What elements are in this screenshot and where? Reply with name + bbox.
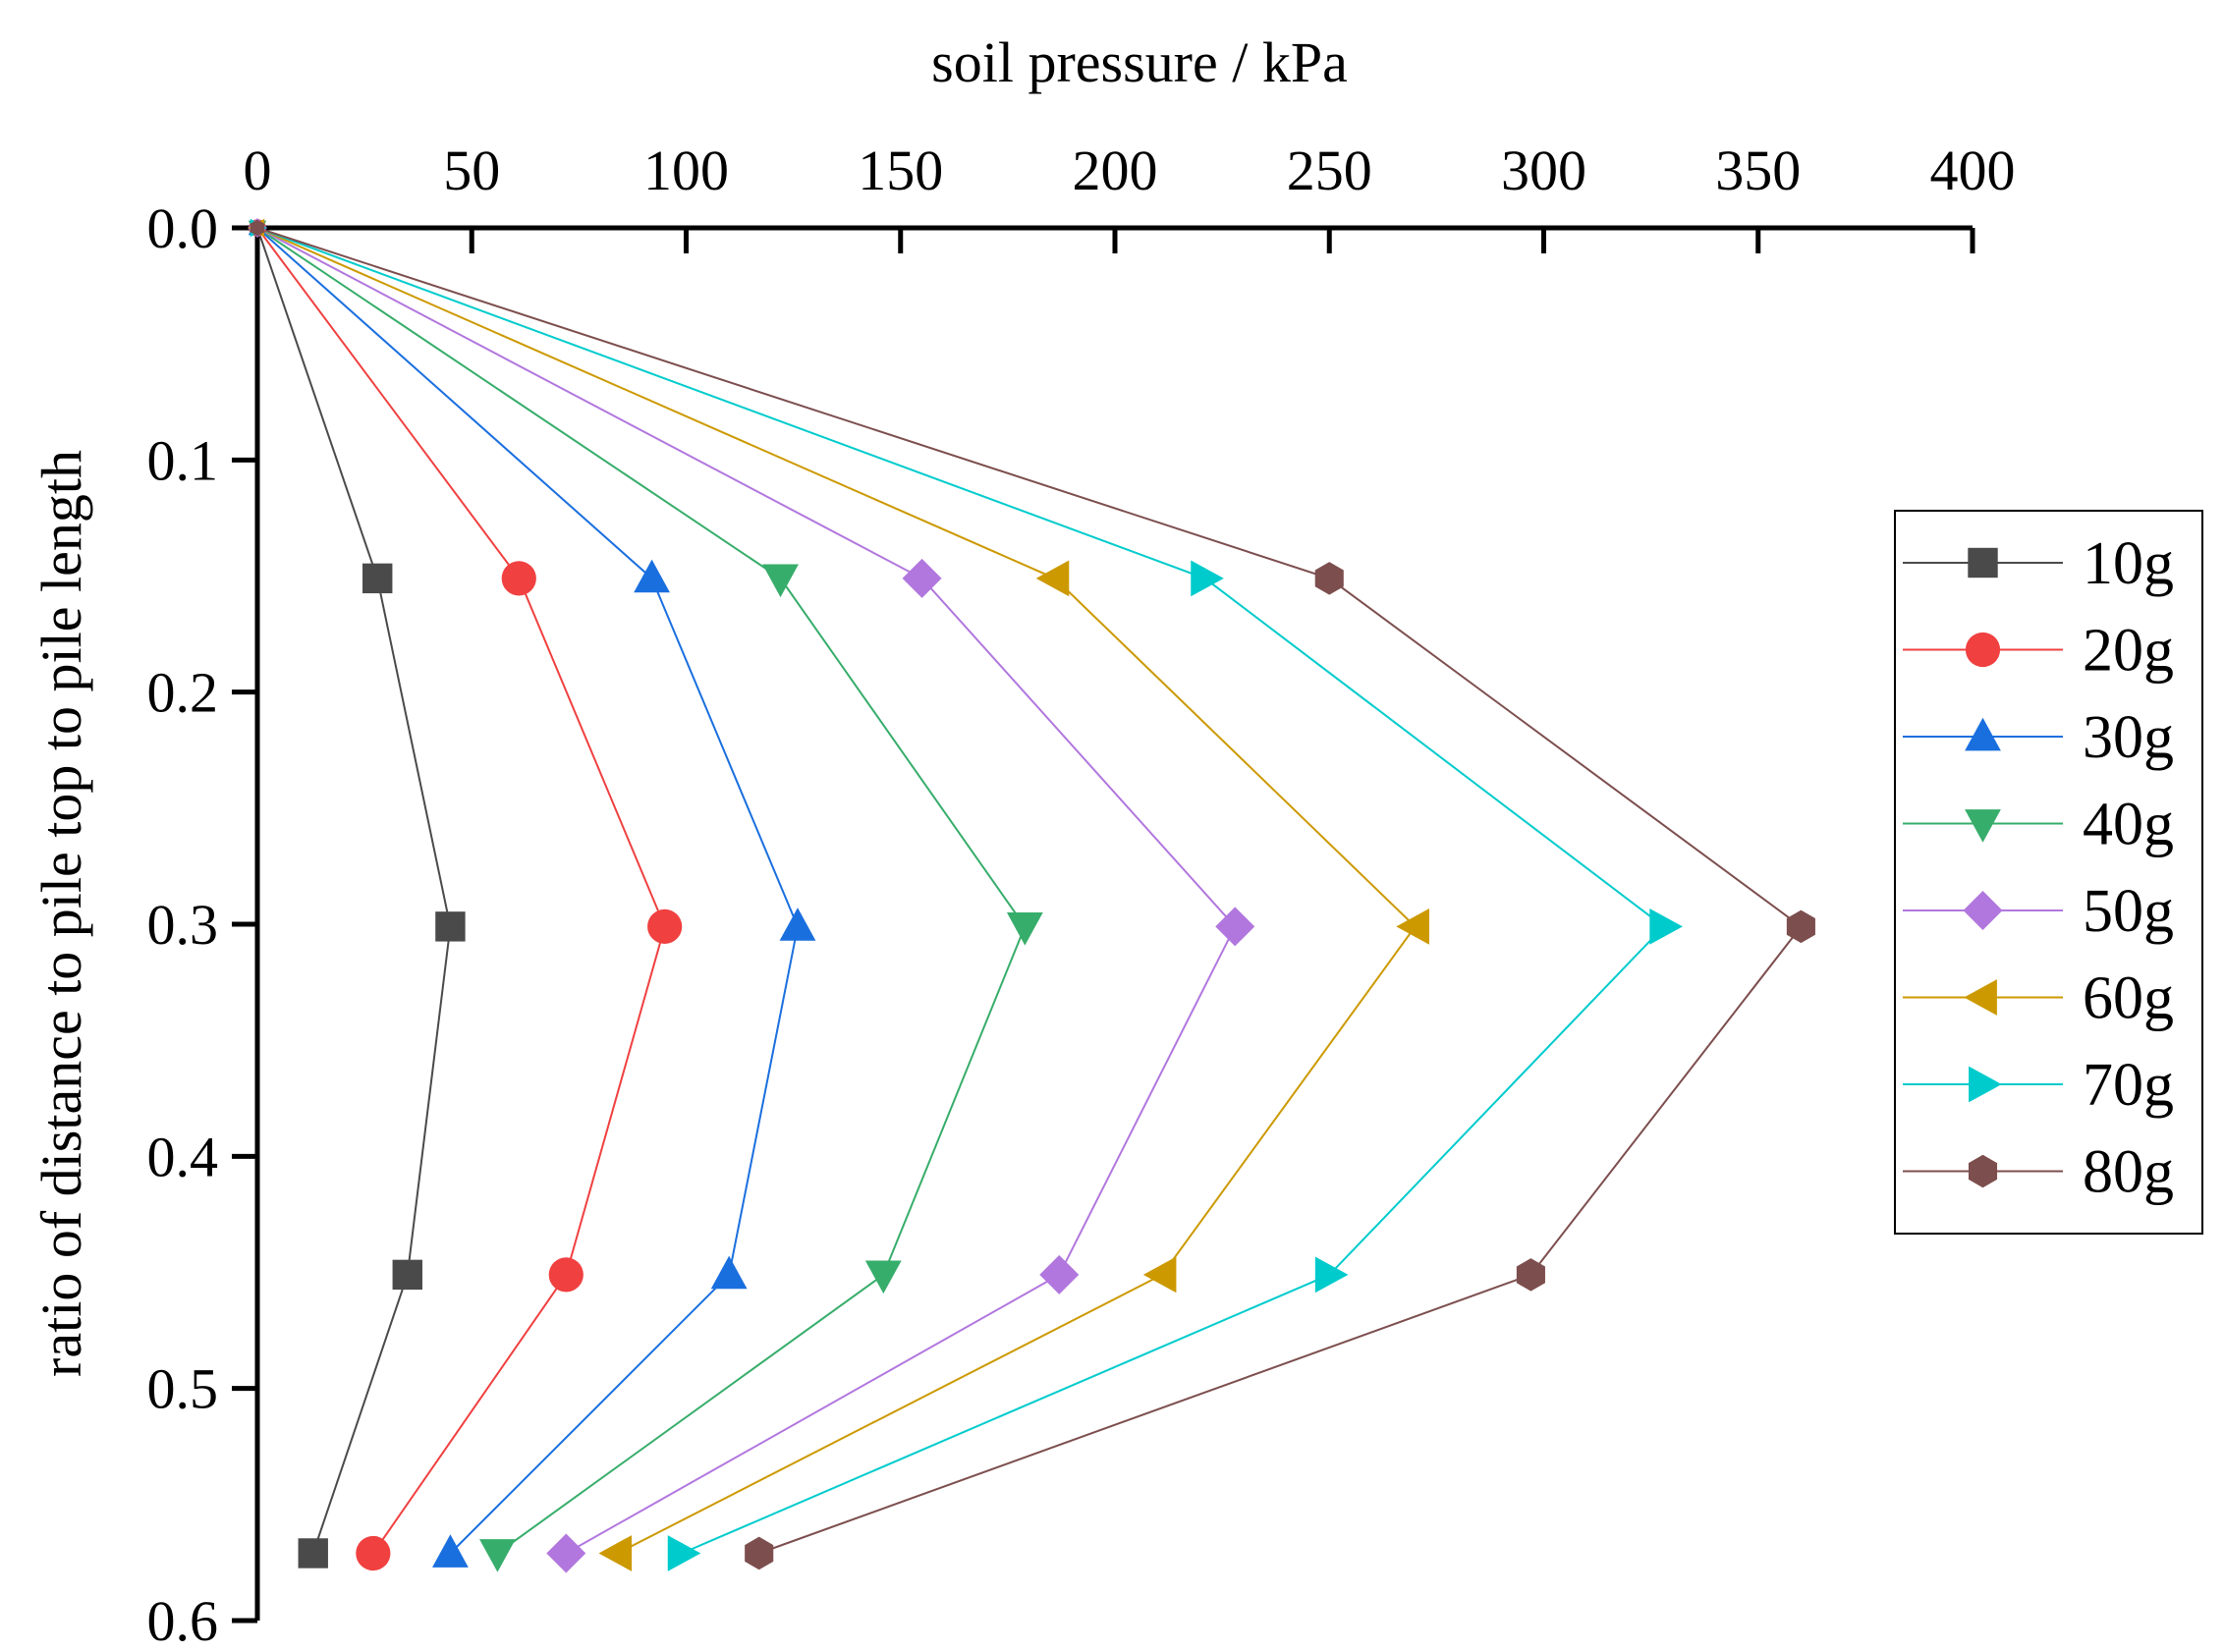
series-line-20g: [256, 227, 666, 1555]
y-tick-label: 0.3: [147, 893, 219, 957]
legend-marker-40g: [1965, 809, 2001, 843]
data-point-80g: [250, 219, 265, 237]
series-line-70g: [256, 227, 1666, 1555]
data-point-30g: [432, 1534, 469, 1568]
data-point-60g: [598, 1535, 633, 1571]
legend-marker-30g: [1965, 717, 2001, 751]
y-tick-label: 0.5: [147, 1357, 219, 1421]
y-tick-label: 0.2: [147, 661, 219, 725]
data-point-10g: [392, 1259, 422, 1291]
legend-marker-70g: [1969, 1066, 2002, 1103]
data-point-70g: [1649, 908, 1683, 945]
data-point-10g: [435, 911, 466, 942]
data-point-80g: [1516, 1258, 1545, 1292]
x-axis-title: soil pressure / kPa: [931, 30, 1348, 94]
x-tick-label: 50: [443, 138, 500, 202]
y-tick-label: 0.4: [147, 1125, 219, 1188]
legend-label: 30g: [2083, 704, 2174, 771]
legend-label: 50g: [2083, 878, 2174, 945]
x-tick-label: 150: [858, 138, 943, 202]
x-tick-label: 300: [1501, 138, 1586, 202]
data-point-10g: [362, 563, 393, 594]
legend-marker-60g: [1964, 979, 1997, 1016]
data-point-70g: [1314, 1256, 1349, 1294]
data-point-30g: [710, 1255, 748, 1290]
series-line-80g: [256, 227, 1803, 1555]
legend-box: [1894, 510, 2203, 1235]
series-markers: [248, 218, 1815, 1573]
data-point-70g: [1191, 560, 1224, 597]
data-point-20g: [356, 1535, 391, 1571]
x-tick-label: 100: [643, 138, 729, 202]
data-point-40g: [762, 564, 799, 598]
data-point-70g: [667, 1535, 701, 1571]
x-tick-label: 0: [244, 138, 272, 202]
data-point-50g: [546, 1533, 586, 1573]
legend-label: 20g: [2083, 618, 2174, 685]
data-point-80g: [745, 1536, 774, 1570]
series-line-30g: [256, 227, 800, 1555]
y-tick-label: 0.0: [147, 196, 219, 260]
x-tick-label: 350: [1715, 138, 1801, 202]
legend: 10g 20g 30g 40g 50g 60g 70g 80g: [1894, 510, 2203, 1235]
data-point-20g: [647, 909, 683, 944]
data-point-40g: [864, 1260, 902, 1294]
legend-label: 10g: [2083, 530, 2174, 597]
data-point-50g: [1039, 1254, 1080, 1294]
series-line-40g: [256, 227, 1027, 1555]
data-point-60g: [1142, 1256, 1177, 1294]
legend-marker-10g: [1968, 547, 1998, 578]
data-point-50g: [1215, 907, 1255, 947]
x-tick-label: 200: [1073, 138, 1158, 202]
legend-label: 70g: [2083, 1052, 2174, 1119]
data-point-60g: [1396, 908, 1429, 945]
data-point-60g: [1035, 560, 1070, 597]
data-point-40g: [479, 1539, 516, 1572]
x-tick-label: 400: [1930, 138, 2016, 202]
y-tick-label: 0.6: [147, 1589, 219, 1652]
series-line-50g: [256, 227, 1237, 1555]
series-line-10g: [256, 227, 452, 1554]
legend-marker-50g: [1963, 891, 2003, 930]
y-axis-title: ratio of distance to pile top to pile le…: [29, 450, 93, 1377]
data-point-50g: [902, 558, 942, 598]
data-point-20g: [548, 1257, 584, 1293]
axes: 0 50 100 150 200 250 300 350 400 0.0 0.1 0.2 0.3 0.4 0…: [147, 138, 2016, 1652]
data-point-80g: [1314, 562, 1344, 595]
legend-label: 40g: [2083, 792, 2174, 858]
data-point-20g: [501, 561, 536, 596]
series-lines: [256, 227, 1803, 1555]
legend-label: 80g: [2083, 1139, 2174, 1206]
x-tick-label: 250: [1287, 138, 1372, 202]
data-point-10g: [298, 1538, 328, 1569]
data-point-30g: [634, 559, 670, 593]
series-line-60g: [256, 227, 1417, 1555]
data-point-30g: [779, 908, 816, 941]
y-tick-label: 0.1: [147, 428, 219, 492]
data-point-40g: [1006, 911, 1043, 946]
legend-marker-80g: [1968, 1154, 1998, 1188]
legend-marker-20g: [1965, 632, 2001, 668]
data-point-80g: [1786, 909, 1815, 944]
legend-label: 60g: [2083, 965, 2174, 1032]
